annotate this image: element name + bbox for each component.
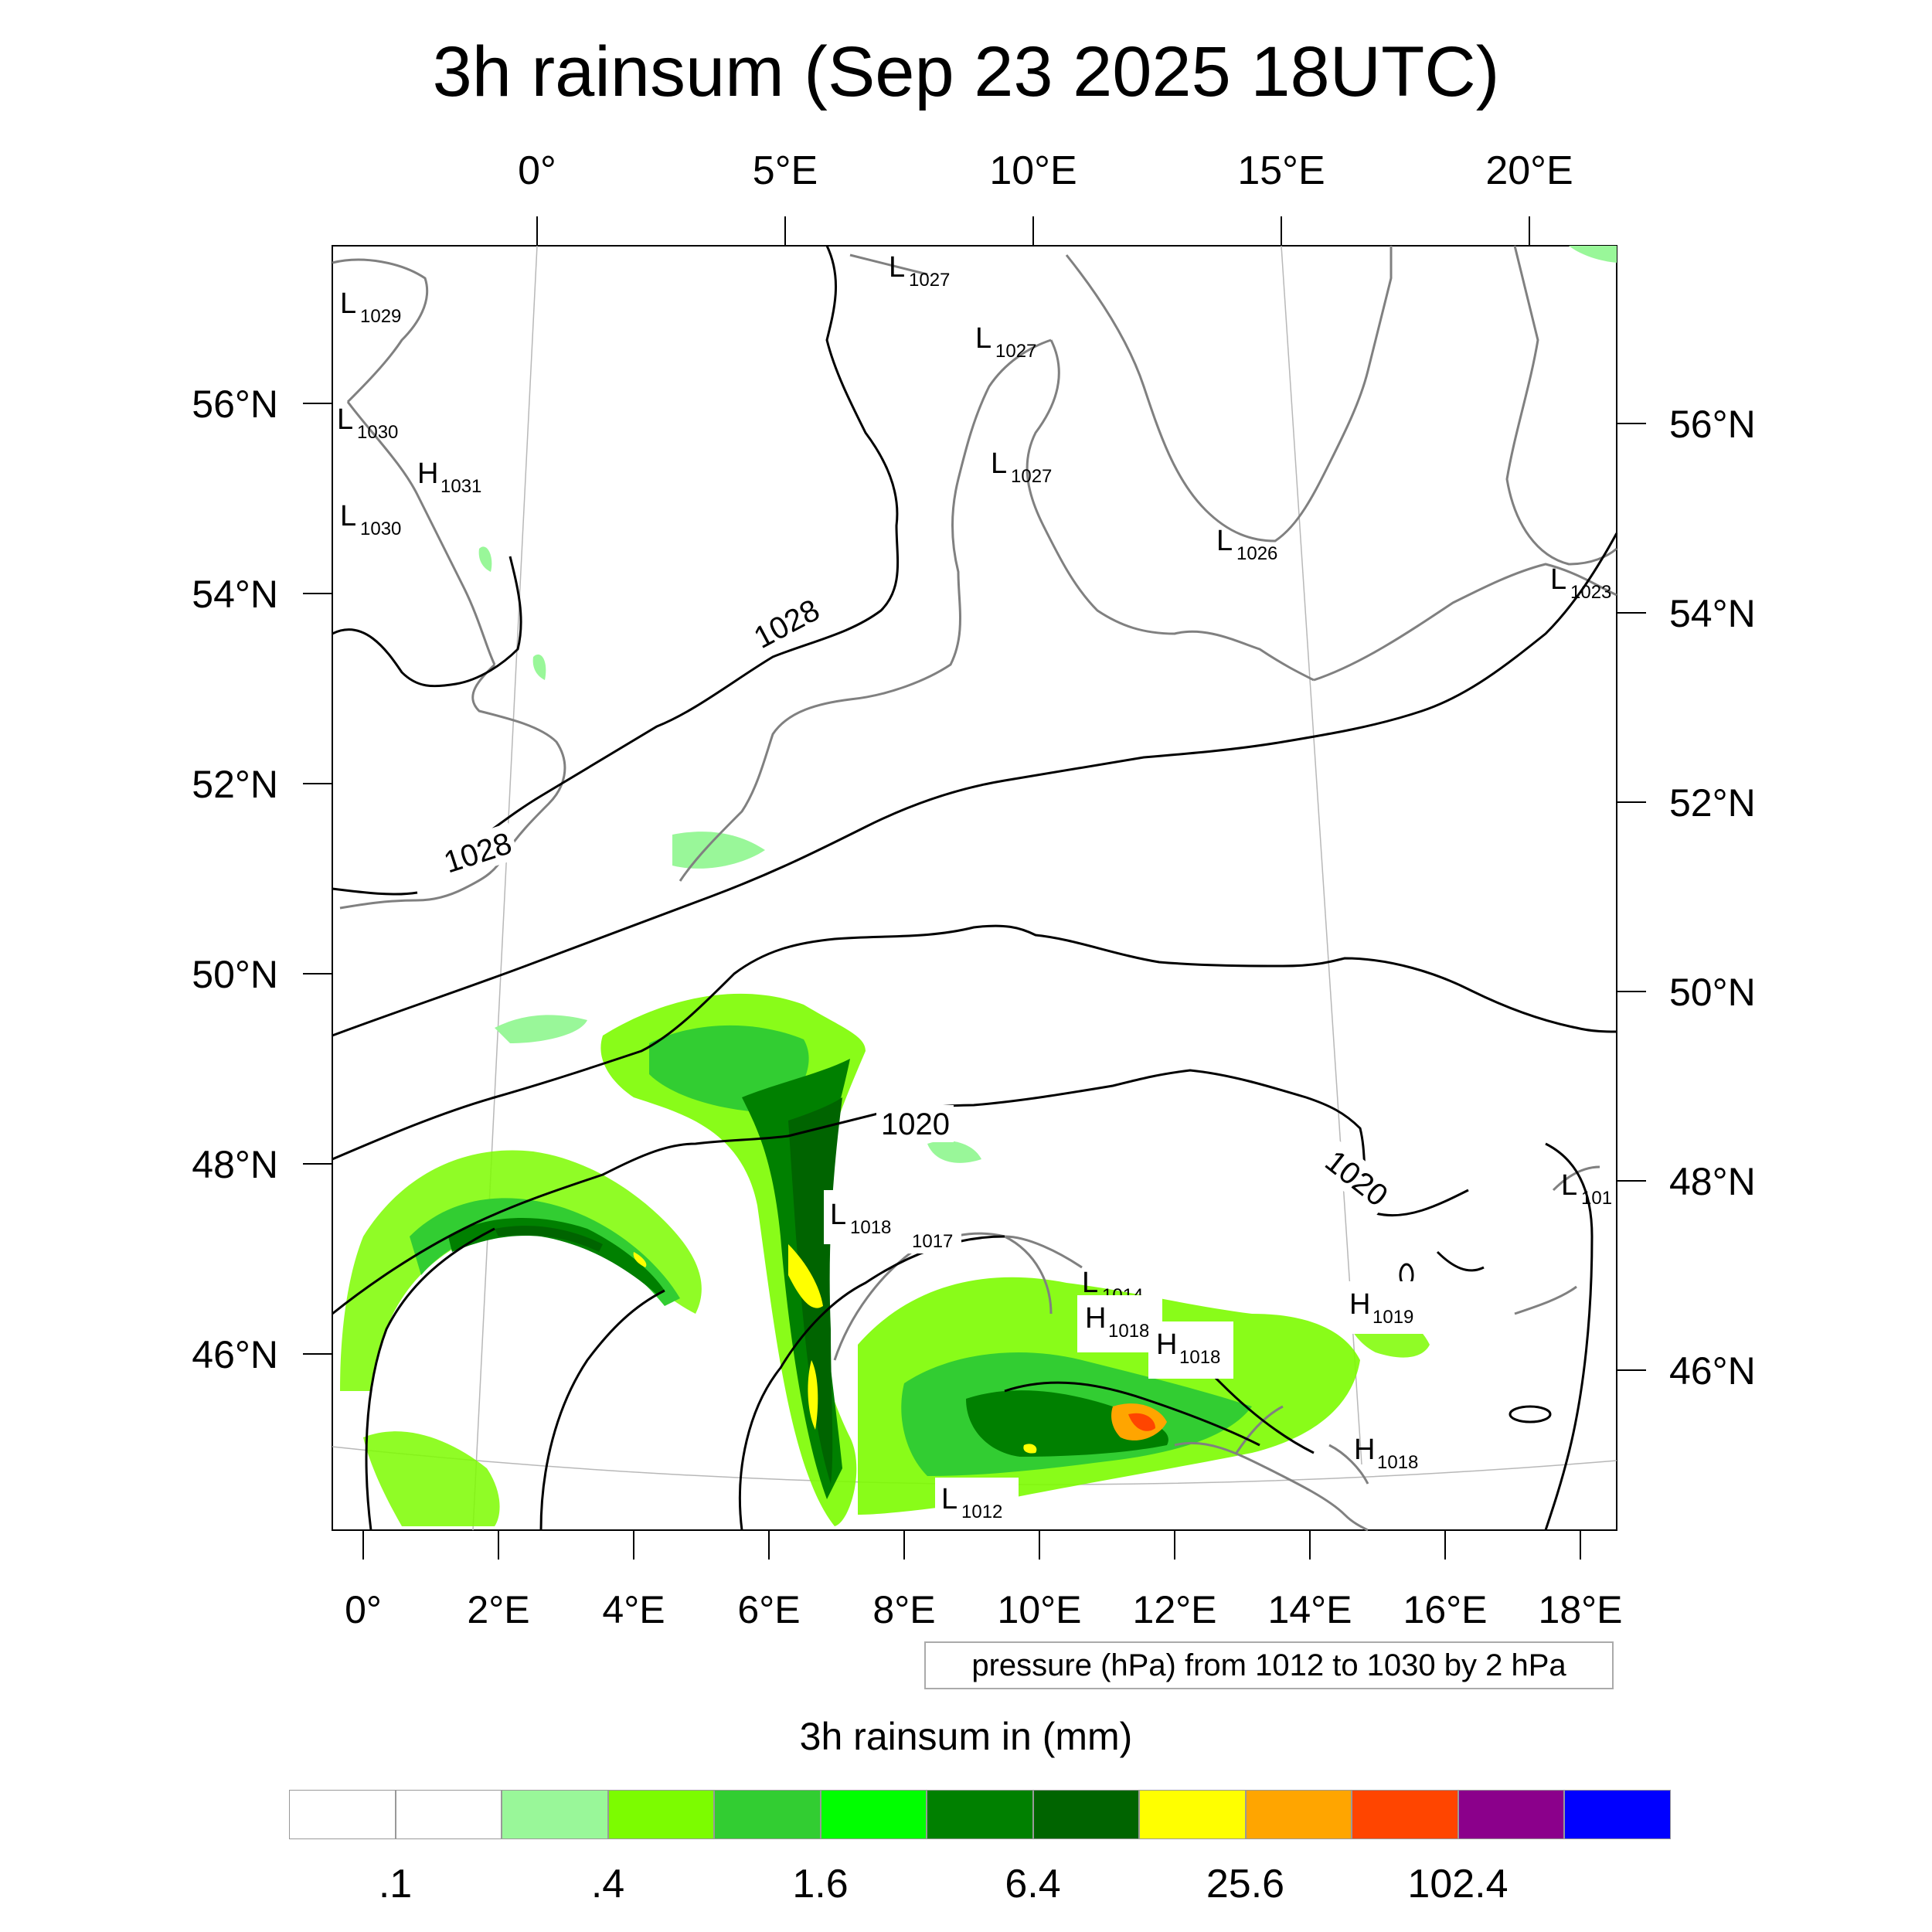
pressure-center-value: 1026 bbox=[1236, 543, 1277, 564]
pressure-center-letter: H bbox=[1349, 1288, 1370, 1321]
pressure-center-value: 1018 bbox=[1377, 1452, 1418, 1473]
pressure-centers: L 1029 L 1030 H 1031 L 1030 L 1027 L 1027 L 102… bbox=[337, 251, 1612, 1527]
colorbar-swatch bbox=[1458, 1790, 1564, 1839]
right-lat-label-54n: 54°N bbox=[1669, 592, 1756, 635]
colorbar-swatch bbox=[1245, 1790, 1352, 1839]
colorbar-title: 3h rainsum in (mm) bbox=[799, 1715, 1133, 1758]
colorbar-swatch bbox=[1032, 1790, 1139, 1839]
pressure-center-value: 1012 bbox=[961, 1502, 1002, 1522]
pressure-center-letter: H bbox=[1354, 1434, 1375, 1466]
bottom-lon-label-8e: 8°E bbox=[872, 1588, 935, 1631]
bottom-lon-label-18e: 18°E bbox=[1539, 1588, 1623, 1631]
colorbar-swatch bbox=[820, 1790, 927, 1839]
right-lat-label-50n: 50°N bbox=[1669, 971, 1756, 1014]
pressure-center-letter: L bbox=[889, 251, 905, 284]
pressure-center-letter: H bbox=[1156, 1328, 1177, 1361]
pressure-center-letter: L bbox=[991, 447, 1007, 480]
pressure-center-value: 1017 bbox=[912, 1231, 953, 1252]
colorbar-swatch bbox=[927, 1790, 1033, 1839]
bottom-lon-label-16e: 16°E bbox=[1403, 1588, 1488, 1631]
pressure-center-value: 1018 bbox=[1108, 1321, 1149, 1342]
left-lat-label-54n: 54°N bbox=[192, 573, 278, 616]
top-lon-label-20e: 20°E bbox=[1485, 148, 1573, 193]
pressure-center-letter: L bbox=[1216, 525, 1233, 557]
bottom-lon-label-12e: 12°E bbox=[1133, 1588, 1217, 1631]
pressure-center-letter: L bbox=[1082, 1267, 1098, 1299]
isobars bbox=[332, 245, 1618, 1531]
pressure-center-value: 1018 bbox=[1179, 1347, 1220, 1368]
pressure-center-value: 1029 bbox=[360, 306, 401, 327]
pressure-center-value: 1030 bbox=[360, 519, 401, 539]
precipitation-field bbox=[340, 246, 1617, 1526]
pressure-center-letter: L bbox=[941, 1483, 957, 1515]
top-lon-label-0: 0° bbox=[518, 148, 556, 193]
colorbar-label: .1 bbox=[378, 1862, 413, 1906]
pressure-center-value: 1027 bbox=[909, 270, 950, 291]
colorbar-label: .4 bbox=[590, 1862, 625, 1906]
pressure-center-value: 1030 bbox=[357, 422, 398, 443]
colorbar-label: 102.4 bbox=[1407, 1862, 1509, 1906]
pressure-center-letter: H bbox=[417, 457, 438, 490]
top-lon-label-10e: 10°E bbox=[989, 148, 1077, 193]
top-lon-label-5e: 5°E bbox=[753, 148, 818, 193]
pressure-center-value: 1023 bbox=[1570, 582, 1611, 603]
pressure-center-letter: L bbox=[1550, 563, 1566, 596]
bottom-lon-label-10e: 10°E bbox=[998, 1588, 1082, 1631]
colorbar-swatch bbox=[1139, 1790, 1246, 1839]
pressure-center-letter: L bbox=[1561, 1169, 1577, 1202]
pressure-center-value: 1019 bbox=[1372, 1307, 1413, 1328]
colorbar-swatch bbox=[395, 1790, 502, 1839]
coastlines bbox=[332, 245, 1617, 1532]
bottom-lon-label-4e: 4°E bbox=[602, 1588, 665, 1631]
colorbar-label: 1.6 bbox=[792, 1862, 849, 1906]
bottom-lon-label-0: 0° bbox=[345, 1588, 382, 1631]
pressure-center-value: 1027 bbox=[995, 341, 1036, 362]
pressure-center-value: 1018 bbox=[850, 1217, 891, 1238]
left-lat-label-48n: 48°N bbox=[192, 1143, 278, 1186]
bottom-lon-label-6e: 6°E bbox=[737, 1588, 800, 1631]
right-lat-ticks bbox=[1617, 423, 1646, 1371]
isobar-label: 1020 bbox=[881, 1107, 950, 1141]
colorbar-swatch bbox=[1564, 1790, 1671, 1839]
right-lat-label-52n: 52°N bbox=[1669, 781, 1756, 825]
right-lat-label-48n: 48°N bbox=[1669, 1160, 1756, 1203]
pressure-center-value: 1031 bbox=[440, 476, 481, 497]
top-lon-label-15e: 15°E bbox=[1237, 148, 1325, 193]
map-title: 3h rainsum (Sep 23 2025 18UTC) bbox=[432, 32, 1500, 111]
left-lat-label-52n: 52°N bbox=[192, 763, 278, 806]
bottom-lon-label-14e: 14°E bbox=[1268, 1588, 1352, 1631]
pressure-center-value: 101 bbox=[1581, 1188, 1612, 1209]
pressure-center-letter: L bbox=[830, 1199, 846, 1231]
pressure-legend-note: pressure (hPa) from 1012 to 1030 by 2 hP… bbox=[924, 1641, 1614, 1689]
pressure-center-letter: H bbox=[1085, 1302, 1106, 1335]
colorbar-swatch bbox=[607, 1790, 714, 1839]
pressure-center-letter: L bbox=[337, 403, 353, 436]
top-lon-ticks bbox=[536, 216, 1530, 246]
pressure-center-letter: L bbox=[340, 287, 356, 320]
left-lat-label-56n: 56°N bbox=[192, 383, 278, 426]
right-lat-label-46n: 46°N bbox=[1669, 1349, 1756, 1393]
colorbar-swatch bbox=[289, 1790, 396, 1839]
bottom-lon-label-2e: 2°E bbox=[467, 1588, 529, 1631]
left-lat-ticks bbox=[303, 403, 332, 1355]
colorbar-swatch bbox=[1352, 1790, 1458, 1839]
left-lat-label-50n: 50°N bbox=[192, 953, 278, 996]
colorbar-label: 25.6 bbox=[1206, 1862, 1285, 1906]
colorbar-swatch bbox=[502, 1790, 608, 1839]
left-lat-label-46n: 46°N bbox=[192, 1333, 278, 1376]
right-lat-label-56n: 56°N bbox=[1669, 403, 1756, 446]
colorbar-swatch bbox=[714, 1790, 821, 1839]
pressure-center-value: 1027 bbox=[1011, 466, 1052, 487]
pressure-center-letter: L bbox=[340, 500, 356, 532]
colorbar-label: 6.4 bbox=[1005, 1862, 1061, 1906]
pressure-center-letter: L bbox=[975, 322, 992, 355]
bottom-lon-ticks bbox=[362, 1530, 1581, 1560]
